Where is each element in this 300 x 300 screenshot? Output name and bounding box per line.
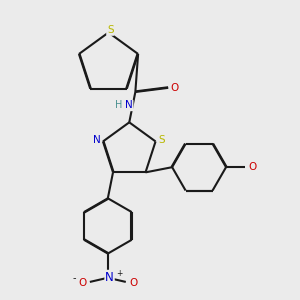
Text: O: O: [78, 278, 86, 288]
Text: N: N: [125, 100, 133, 110]
Text: +: +: [116, 269, 123, 278]
Text: O: O: [249, 162, 257, 172]
Text: N: N: [93, 135, 100, 145]
Text: O: O: [170, 83, 178, 93]
Text: N: N: [105, 271, 114, 284]
Text: H: H: [116, 100, 123, 110]
Text: O: O: [129, 278, 137, 288]
Text: S: S: [158, 135, 165, 145]
Text: S: S: [107, 25, 114, 35]
Text: -: -: [73, 274, 76, 284]
